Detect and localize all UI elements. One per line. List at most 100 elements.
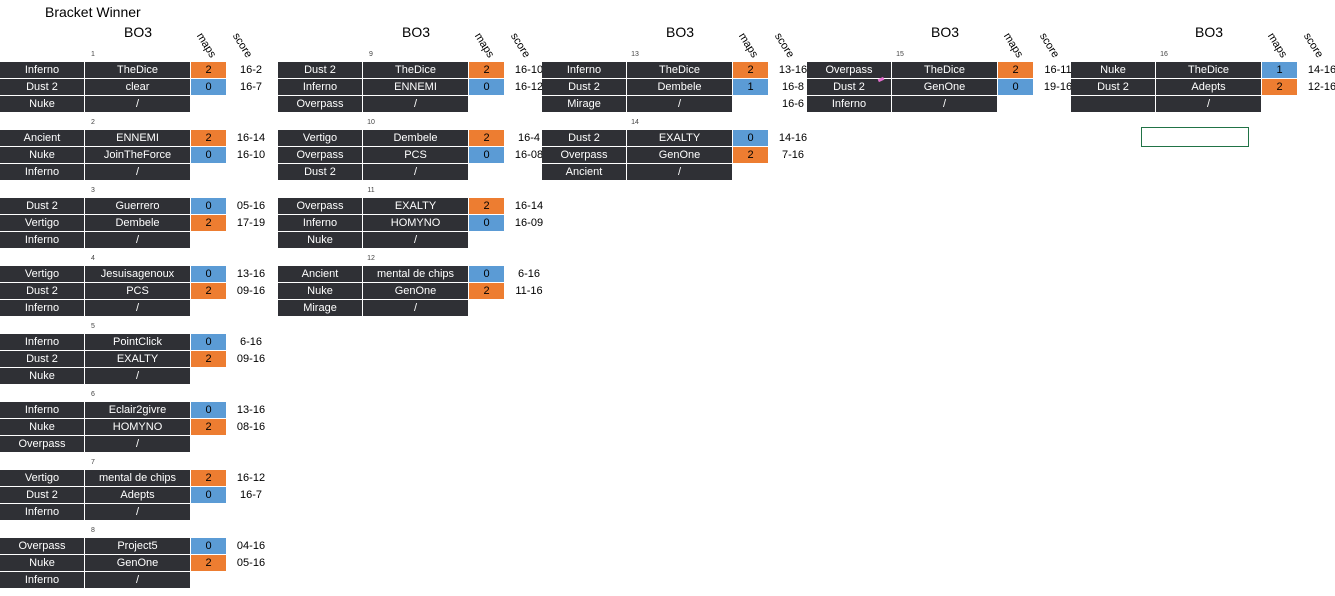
score-cell[interactable]: 13-16 [236,404,266,416]
team-cell[interactable]: Guerrero [85,198,191,214]
score-cell[interactable]: 16-4 [517,132,541,144]
maps-won-cell-loss[interactable]: 0 [469,147,504,163]
team-cell[interactable]: Dembele [627,79,733,95]
map-cell[interactable]: Dust 2 [1071,79,1156,95]
maps-won-cell-loss[interactable]: 0 [469,266,504,282]
score-cell[interactable]: 16-12 [236,472,266,484]
score-cell[interactable]: 16-11 [1044,64,1072,76]
map-cell[interactable]: Overpass [0,538,85,554]
team-cell[interactable]: / [363,300,469,316]
map-cell[interactable]: Nuke [1071,62,1156,78]
score-cell[interactable]: 16-12 [514,81,544,93]
map-cell[interactable]: Dust 2 [278,164,363,180]
map-cell[interactable] [1071,96,1156,112]
score-cell[interactable]: 16-10 [236,149,266,161]
team-cell[interactable]: clear [85,79,191,95]
team-cell[interactable]: / [85,368,191,384]
team-cell[interactable]: TheDice [892,62,998,78]
map-cell[interactable]: Dust 2 [0,487,85,503]
team-cell[interactable]: Dembele [363,130,469,146]
map-cell[interactable]: Overpass [0,436,85,452]
map-cell[interactable]: Inferno [0,504,85,520]
team-cell[interactable]: / [85,300,191,316]
score-cell[interactable]: 7-16 [781,149,805,161]
map-cell[interactable]: Nuke [0,147,85,163]
maps-won-cell-win[interactable]: 2 [191,130,226,146]
maps-won-cell-win[interactable]: 2 [191,215,226,231]
team-cell[interactable]: PCS [363,147,469,163]
score-cell[interactable]: 16-10 [514,64,544,76]
score-cell[interactable]: 6-16 [517,268,541,280]
maps-won-cell-win[interactable]: 2 [191,419,226,435]
maps-won-cell-loss[interactable]: 0 [191,266,226,282]
map-cell[interactable]: Vertigo [278,130,363,146]
map-cell[interactable]: Nuke [0,419,85,435]
maps-won-cell-win[interactable]: 2 [469,198,504,214]
team-cell[interactable]: / [1156,96,1262,112]
team-cell[interactable]: GenOne [892,79,998,95]
score-cell[interactable]: 6-16 [239,336,263,348]
team-cell[interactable]: GenOne [627,147,733,163]
map-cell[interactable]: Inferno [0,232,85,248]
map-cell[interactable]: Overpass [278,147,363,163]
map-cell[interactable]: Dust 2 [542,79,627,95]
team-cell[interactable]: / [85,96,191,112]
map-cell[interactable]: Ancient [0,130,85,146]
maps-won-cell-loss[interactable]: 1 [1262,62,1297,78]
team-cell[interactable]: GenOne [363,283,469,299]
map-cell[interactable]: Overpass [807,62,892,78]
team-cell[interactable]: TheDice [85,62,191,78]
score-cell[interactable]: 12-16 [1307,81,1335,93]
map-cell[interactable]: Nuke [278,283,363,299]
maps-won-cell-loss[interactable]: 1 [733,79,768,95]
team-cell[interactable]: PointClick [85,334,191,350]
selected-cell[interactable] [1141,127,1249,147]
team-cell[interactable]: TheDice [363,62,469,78]
score-cell[interactable]: 09-16 [236,353,266,365]
map-cell[interactable]: Inferno [0,300,85,316]
team-cell[interactable]: EXALTY [85,351,191,367]
map-cell[interactable]: Overpass [278,198,363,214]
maps-won-cell-win[interactable]: 2 [733,147,768,163]
maps-won-cell-win[interactable]: 2 [1262,79,1297,95]
map-cell[interactable]: Dust 2 [0,283,85,299]
team-cell[interactable]: EXALTY [363,198,469,214]
map-cell[interactable]: Nuke [0,368,85,384]
team-cell[interactable]: EXALTY [627,130,733,146]
map-cell[interactable]: Dust 2 [0,198,85,214]
maps-won-cell-win[interactable]: 2 [191,555,226,571]
map-cell[interactable]: Dust 2 [0,79,85,95]
team-cell[interactable]: / [363,96,469,112]
map-cell[interactable]: Overpass [278,96,363,112]
maps-won-cell-loss[interactable]: 0 [998,79,1033,95]
team-cell[interactable]: / [85,572,191,588]
score-cell[interactable]: 04-16 [236,540,266,552]
team-cell[interactable]: / [85,164,191,180]
map-cell[interactable]: Vertigo [0,266,85,282]
map-cell[interactable]: Dust 2 [0,351,85,367]
team-cell[interactable]: HOMYNO [85,419,191,435]
team-cell[interactable]: / [85,232,191,248]
score-cell[interactable]: 16-8 [781,81,805,93]
team-cell[interactable]: / [85,504,191,520]
maps-won-cell-win[interactable]: 2 [191,470,226,486]
maps-won-cell-loss[interactable]: 0 [191,198,226,214]
team-cell[interactable]: TheDice [1156,62,1262,78]
maps-won-cell-loss[interactable]: 0 [191,334,226,350]
map-cell[interactable]: Mirage [278,300,363,316]
team-cell[interactable]: Dembele [85,215,191,231]
maps-won-cell-loss[interactable]: 0 [469,79,504,95]
team-cell[interactable]: Jesuisagenoux [85,266,191,282]
score-cell[interactable]: 16-6 [781,98,805,110]
score-cell[interactable]: 05-16 [236,557,266,569]
map-cell[interactable]: Inferno [278,79,363,95]
team-cell[interactable]: Project5 [85,538,191,554]
score-cell[interactable]: 08-16 [236,421,266,433]
maps-won-cell-loss[interactable]: 0 [469,215,504,231]
score-cell[interactable]: 16-14 [236,132,266,144]
team-cell[interactable]: GenOne [85,555,191,571]
score-cell[interactable]: 16-7 [239,81,263,93]
team-cell[interactable]: Adepts [85,487,191,503]
map-cell[interactable]: Vertigo [0,215,85,231]
score-cell[interactable]: 14-16 [1307,64,1335,76]
